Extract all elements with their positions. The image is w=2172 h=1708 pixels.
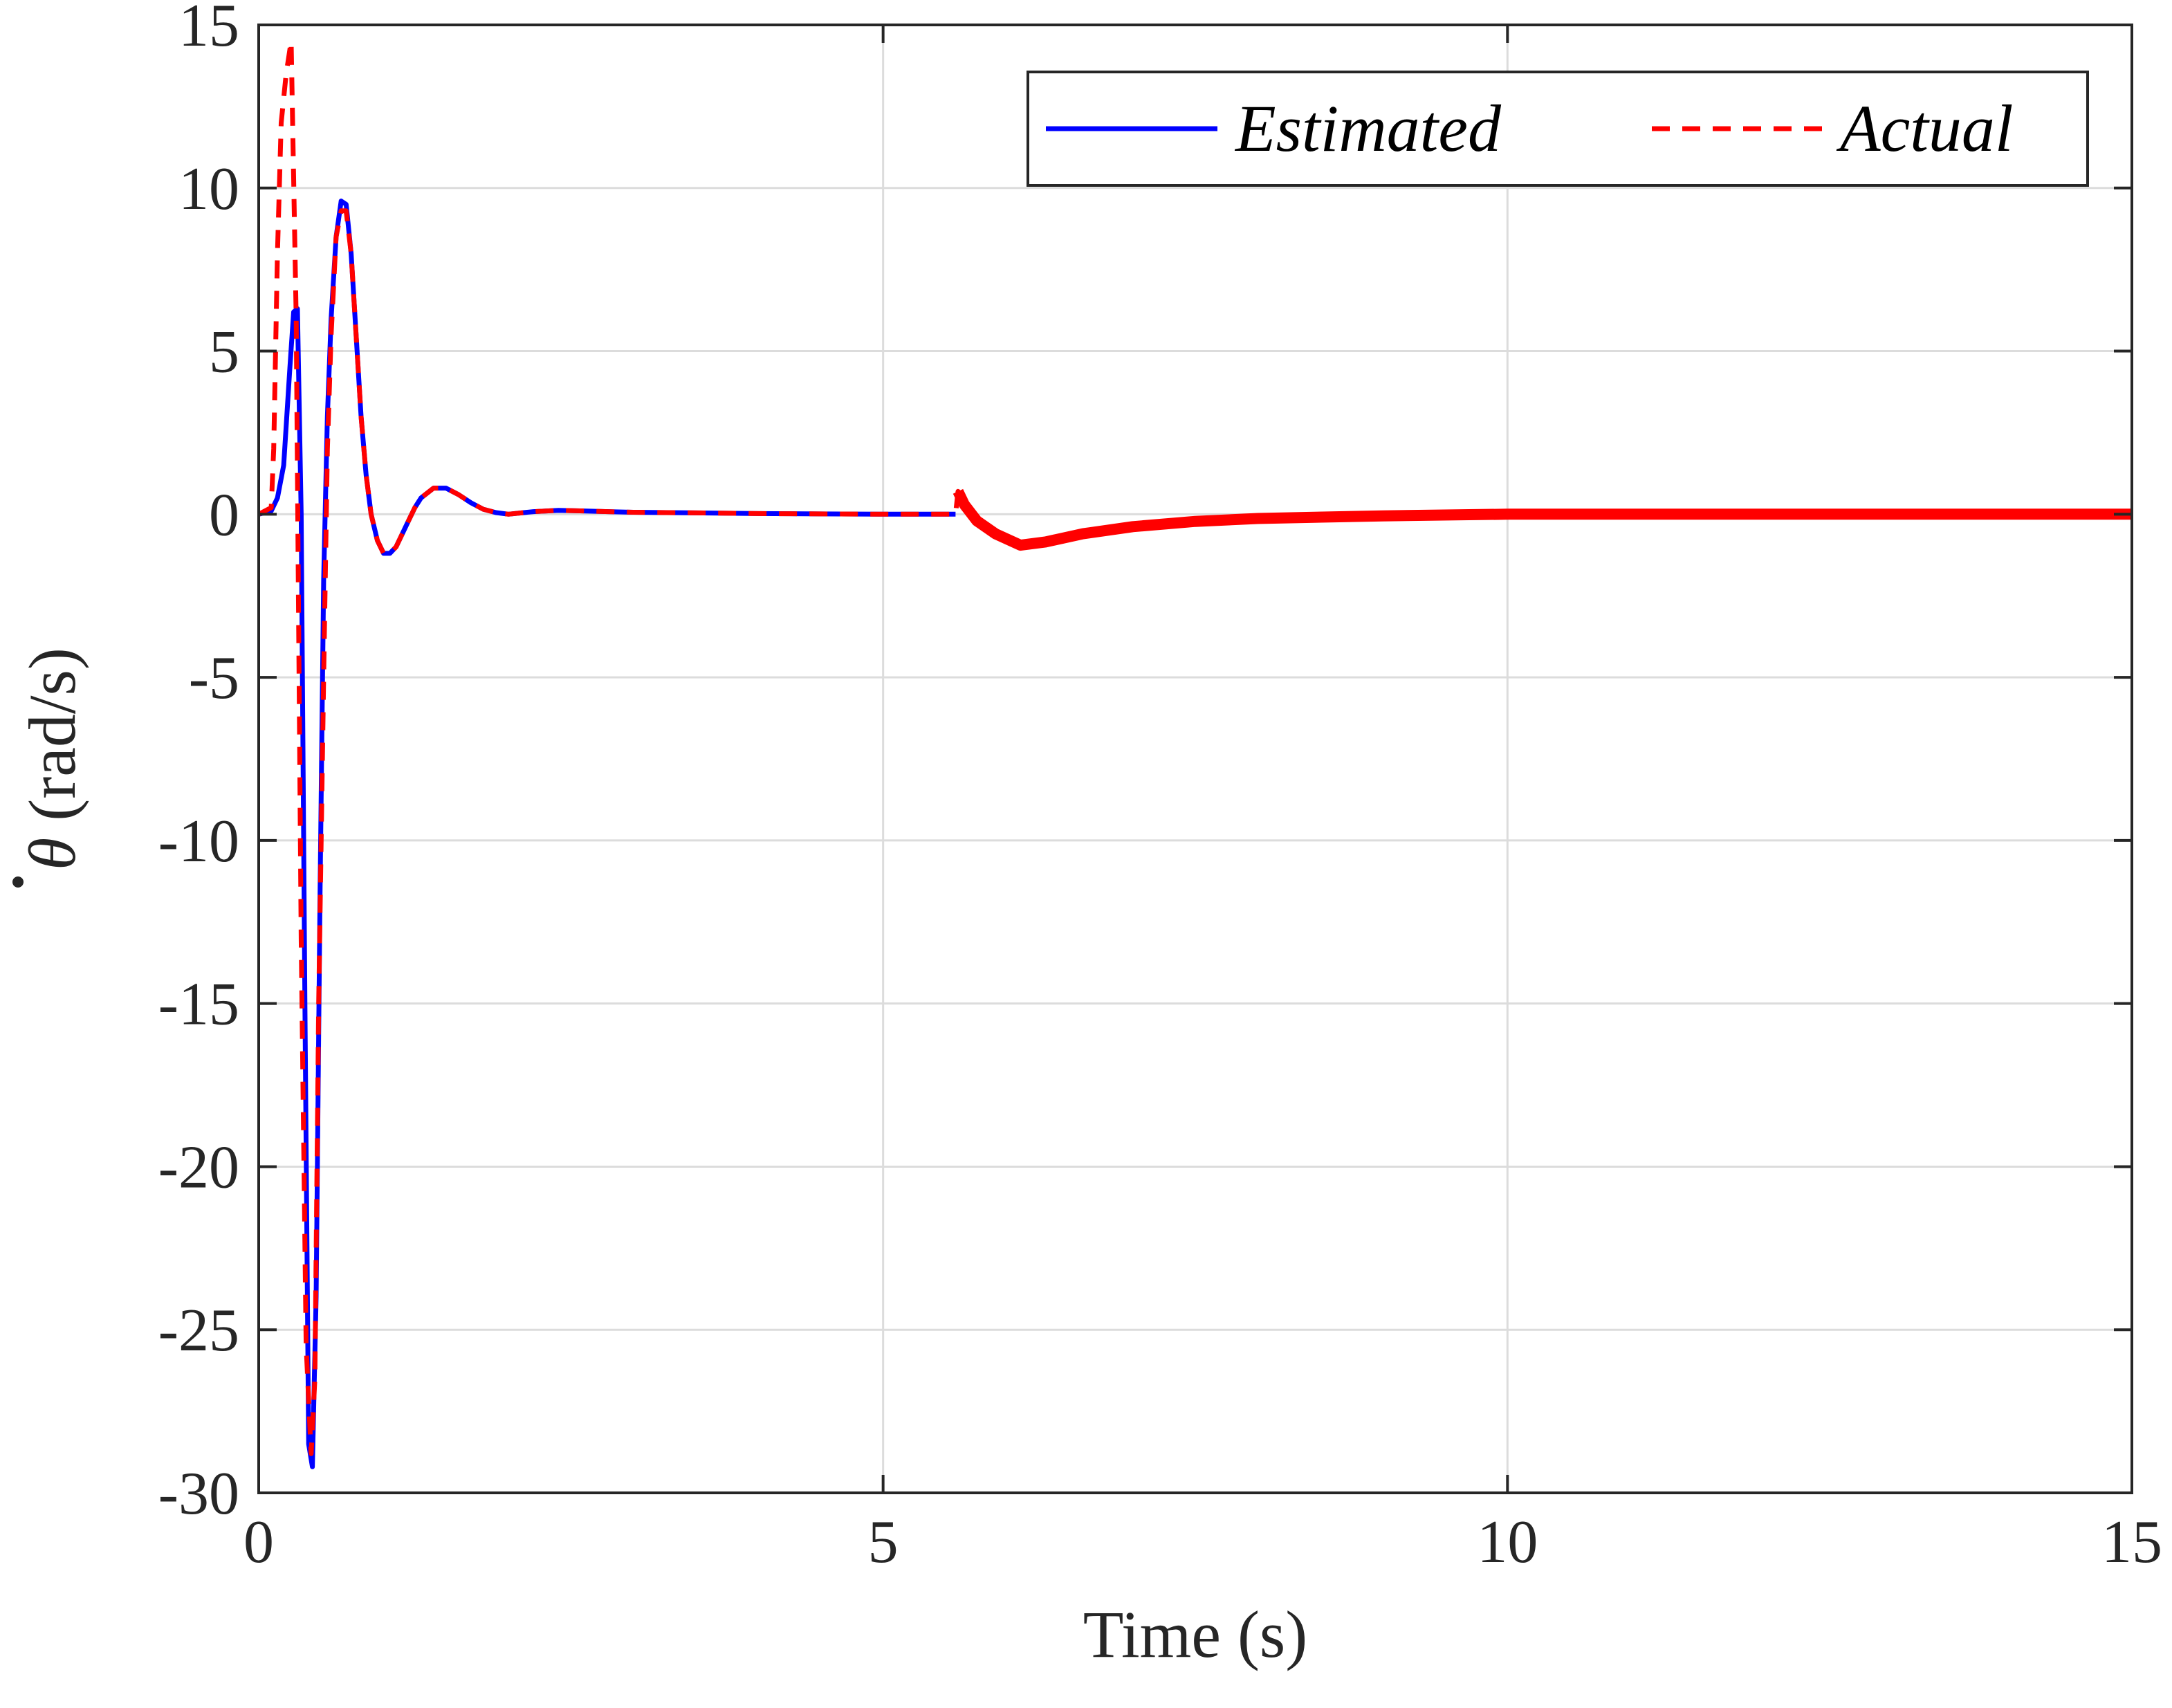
tick-labels: 0 5 10 15 -30 -25 -20 -15 -10 -5 0 5 10 15 xyxy=(158,0,2162,1576)
y-tick-label: 15 xyxy=(178,0,239,59)
y-tick-label: 5 xyxy=(209,319,239,386)
axes-box xyxy=(257,24,2133,1494)
series-line-estimated xyxy=(258,199,956,1469)
y-tick-label: -10 xyxy=(158,808,239,875)
y-tick-label: -15 xyxy=(158,971,239,1038)
y-axis-unit: (rad/s) xyxy=(15,648,89,838)
x-tick-label: 0 xyxy=(243,1509,274,1576)
ticks xyxy=(257,24,2133,1494)
x-axis-label: Time (s) xyxy=(1083,1597,1308,1671)
y-axis-dot-accent xyxy=(12,876,24,888)
y-tick-label: -5 xyxy=(189,645,239,712)
y-tick-label: 10 xyxy=(178,156,239,223)
y-tick-label: -25 xyxy=(158,1297,239,1364)
legend-label-estimated: Estimated xyxy=(1234,91,1502,165)
y-axis-label: θ (rad/s) xyxy=(12,648,89,888)
y-axis-symbol: θ xyxy=(15,838,89,870)
legend: Estimated Actual xyxy=(1027,71,2089,187)
x-tick-label: 5 xyxy=(868,1509,899,1576)
series-line-actual xyxy=(257,39,2132,1456)
y-tick-label: -20 xyxy=(158,1134,239,1201)
y-tick-label: -30 xyxy=(158,1460,239,1527)
series-band-actual xyxy=(952,488,2132,551)
legend-label-actual: Actual xyxy=(1836,91,2014,165)
x-tick-label: 15 xyxy=(2101,1509,2162,1576)
series-lines xyxy=(257,39,2132,1469)
y-tick-label: 0 xyxy=(209,481,239,549)
svg-text:θ (rad/s): θ (rad/s) xyxy=(15,648,89,870)
grid-lines xyxy=(259,25,2132,1493)
x-tick-label: 10 xyxy=(1477,1509,1538,1576)
